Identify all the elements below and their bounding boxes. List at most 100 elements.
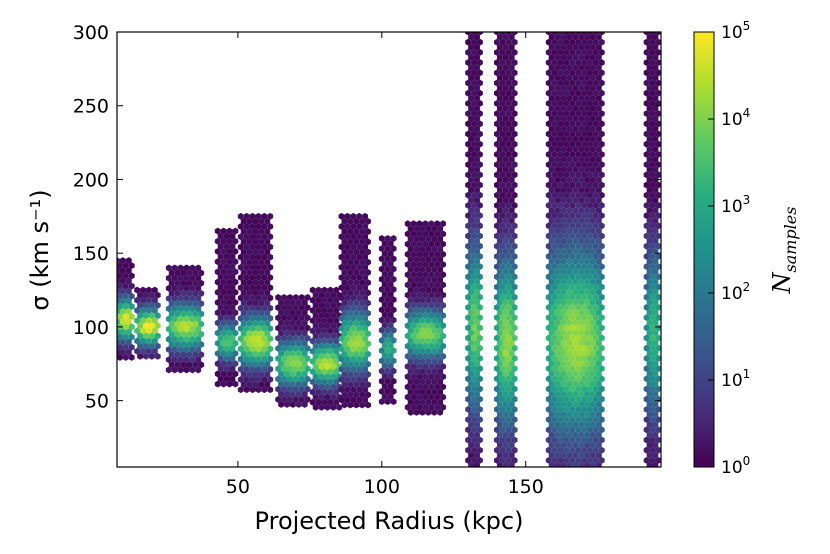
hex-cell [584, 339, 590, 347]
hex-cell [350, 365, 357, 373]
hex-cell [598, 69, 605, 77]
hex-cell [240, 218, 247, 225]
hex-cell [508, 329, 515, 337]
hex-cell [318, 383, 325, 391]
hex-cell [499, 426, 506, 434]
hex-cell [505, 79, 512, 87]
hex-cell [148, 332, 155, 340]
x-tick-label: 150 [508, 476, 544, 498]
hex-cell [243, 314, 250, 322]
hex-cell [471, 100, 477, 107]
hex-cell [362, 314, 368, 322]
hex-cell [646, 268, 653, 276]
hex-cell [499, 130, 506, 138]
hex-cell [496, 156, 503, 163]
hex-cell [471, 140, 477, 148]
hex-cell [581, 426, 588, 434]
hex-cell [295, 309, 302, 317]
hex-cell [505, 38, 512, 46]
hex-cell [428, 393, 435, 401]
hex-cell [508, 135, 515, 143]
hex-cell [292, 396, 299, 403]
hex-cell [649, 232, 656, 240]
hex-cell [578, 125, 585, 133]
hex-cell [572, 33, 579, 41]
hex-cell [223, 314, 230, 322]
hex-cell [315, 296, 322, 304]
hex-cell [649, 406, 656, 413]
hex-cell [575, 222, 582, 230]
hex-cell [404, 332, 411, 340]
hex-cell [410, 393, 417, 401]
hex-cell [554, 390, 561, 398]
hex-cell [437, 337, 444, 345]
hex-cell [575, 59, 582, 66]
hex-cell [252, 218, 259, 225]
hex-cell [237, 263, 244, 271]
hex-cell [318, 363, 325, 370]
hex-cell [499, 406, 506, 413]
hex-cell [563, 59, 570, 66]
hex-cell [428, 271, 435, 279]
hex-cell [584, 145, 590, 153]
hex-cell [643, 69, 650, 77]
hex-cell [496, 166, 503, 174]
hex-cell [362, 212, 368, 220]
hex-cell [655, 32, 661, 36]
hex-cell [287, 355, 293, 363]
hex-cell [471, 283, 477, 291]
hex-cell [431, 317, 438, 324]
hex-cell [243, 212, 250, 220]
hex-cell [578, 145, 585, 153]
hex-cell [643, 140, 650, 148]
hex-cell [177, 366, 184, 374]
hex-cell [378, 347, 385, 355]
hex-cell [595, 217, 602, 225]
hex-cell [249, 325, 256, 332]
hex-cell [578, 441, 585, 449]
hex-cell [465, 334, 472, 342]
hex-cell [566, 258, 573, 265]
hex-cell [474, 370, 480, 378]
hex-cell [646, 105, 653, 112]
colorbar-tick-label: 104 [721, 106, 750, 130]
hex-cell [557, 151, 564, 158]
hex-cell [502, 196, 509, 204]
hex-cell [359, 330, 366, 338]
hex-cell [598, 100, 605, 107]
hex-cell [312, 352, 319, 360]
hex-cell [592, 324, 599, 332]
hex-cell [655, 365, 661, 373]
hex-cell [476, 395, 483, 403]
hex-cell [240, 350, 247, 358]
hex-cell [324, 312, 331, 319]
hex-cell [592, 253, 599, 260]
hex-cell [471, 242, 477, 250]
hex-cell [587, 242, 593, 250]
hex-cell [646, 258, 653, 265]
hex-cell [330, 322, 337, 330]
hex-cell [589, 237, 596, 245]
hex-cell [545, 171, 552, 179]
hex-cell [508, 84, 515, 92]
hex-cell [440, 240, 446, 248]
hex-cell [177, 264, 184, 272]
hex-cell [646, 339, 653, 347]
hex-cell [592, 32, 599, 36]
hex-cell [578, 237, 585, 245]
hex-cell [422, 383, 429, 391]
hex-cell [511, 406, 518, 413]
hexbin-cells [117, 32, 661, 467]
hex-cell [301, 339, 308, 347]
hex-cell [502, 145, 509, 153]
hex-cell [180, 310, 187, 318]
hex-cell [359, 320, 366, 327]
hex-cell [468, 54, 475, 61]
hex-cell [560, 349, 567, 357]
hex-cell [578, 84, 585, 92]
hex-cell [598, 324, 605, 332]
hex-cell [502, 33, 509, 41]
hex-cell [560, 115, 567, 123]
hex-cell [362, 243, 368, 251]
hex-cell [557, 457, 564, 464]
